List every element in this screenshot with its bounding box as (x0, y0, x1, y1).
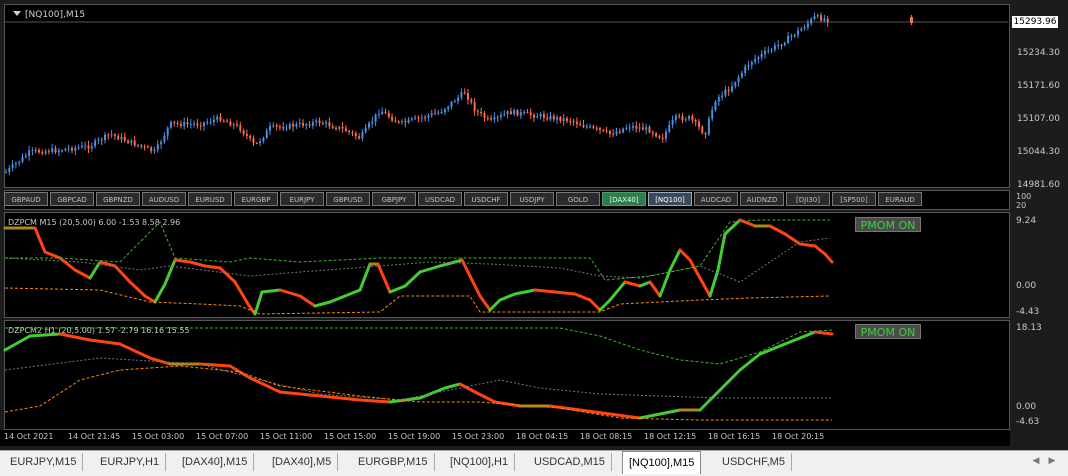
symbol-button-eurjpy[interactable]: EURJPY (280, 192, 324, 206)
panel-scale-bottom: 20 (1016, 201, 1027, 210)
symbol-button-gbpjpy[interactable]: GBPJPY (372, 192, 416, 206)
chart-title: [NQ100],M15 (13, 10, 85, 20)
time-label: 15 Oct 07:00 (196, 432, 249, 441)
tab-usdcad-m15[interactable]: USDCAD,M15 (528, 453, 612, 471)
price-tick-5: 14981.60 (1017, 180, 1060, 190)
time-label: 18 Oct 04:15 (516, 432, 569, 441)
time-label: 18 Oct 12:15 (644, 432, 697, 441)
time-label: 15 Oct 11:00 (260, 432, 313, 441)
symbol-button-eurusd[interactable]: EURUSD (188, 192, 232, 206)
symbol-button-eurgbp[interactable]: EURGBP (234, 192, 278, 206)
time-label: 18 Oct 20:15 (772, 432, 825, 441)
indicator2-scale-zero: 0.00 (1016, 402, 1037, 412)
indicator1-scale-zero: 0.00 (1016, 281, 1037, 291)
symbol-button-audnzd[interactable]: AUDNZD (740, 192, 784, 206)
chart-tab-bar: EURJPY,M15 EURJPY,H1 [DAX40],M15 [DAX40]… (0, 450, 1068, 476)
tab-dax40-m5[interactable]: [DAX40],M5 (266, 453, 339, 471)
price-tick-1: 15234.30 (1017, 48, 1060, 58)
time-label: 14 Oct 21:45 (68, 432, 121, 441)
symbol-button-gbpcad[interactable]: GBPCAD (50, 192, 94, 206)
symbol-button-gbpaud[interactable]: GBPAUD (4, 192, 48, 206)
panel-scale-top: 100 (1016, 192, 1032, 201)
indicator2-title: DZPCM2 H1 (20,5.00) 1.57 -2.79 16.16 15.… (8, 326, 190, 335)
price-tick-4: 15044.30 (1017, 147, 1060, 157)
symbol-button-sp500[interactable]: [SP500] (832, 192, 876, 206)
time-label: 15 Oct 03:00 (132, 432, 185, 441)
symbol-button-usdcad[interactable]: USDCAD (418, 192, 462, 206)
tab-nq100-m15[interactable]: [NQ100],M15 (622, 451, 702, 474)
indicator1-scale-top: 9.24 (1016, 216, 1037, 226)
symbol-button-usdchf[interactable]: USDCHF (464, 192, 508, 206)
tab-usdchf-m5[interactable]: USDCHF,M5 (716, 453, 792, 471)
symbol-button-euraud[interactable]: EURAUD (878, 192, 922, 206)
symbol-button-audcad[interactable]: AUDCAD (694, 192, 738, 206)
price-chart-pane[interactable]: [NQ100],M15 (4, 4, 1010, 188)
time-label: 15 Oct 15:00 (324, 432, 377, 441)
indicator2-scale-bottom: -4.63 (1016, 417, 1040, 427)
symbol-button-usdjpy[interactable]: USDJPY (510, 192, 554, 206)
tab-nq100-h1[interactable]: [NQ100],H1 (444, 453, 516, 471)
indicator2-pmom-badge[interactable]: PMOM ON (855, 324, 921, 339)
symbol-button-nq100[interactable]: [NQ100] (648, 192, 692, 206)
dropdown-triangle-icon[interactable] (13, 11, 21, 16)
symbol-button-gbpusd[interactable]: GBPUSD (326, 192, 370, 206)
time-label: 18 Oct 16:15 (708, 432, 761, 441)
time-label: 15 Oct 23:00 (452, 432, 505, 441)
time-label: 14 Oct 2021 (4, 432, 54, 441)
current-price-label: 15293.96 (1012, 16, 1058, 28)
indicator1-scale-bottom: -4.43 (1016, 307, 1040, 317)
price-tick-3: 15107.00 (1017, 114, 1060, 124)
tab-scroll-right-icon[interactable]: ▶ (1048, 456, 1056, 466)
symbol-button-audusd[interactable]: AUDUSD (142, 192, 186, 206)
indicator1-title: DZPCM M15 (20,5.00) 6.00 -1.53 8.58 2.96 (8, 218, 181, 227)
symbol-button-dax40[interactable]: [DAX40] (602, 192, 646, 206)
tab-eurjpy-h1[interactable]: EURJPY,H1 (94, 453, 167, 471)
symbol-button-gold[interactable]: GOLD (556, 192, 600, 206)
chart-symbol-label: [NQ100],M15 (25, 10, 86, 20)
price-tick-2: 15171.60 (1017, 81, 1060, 91)
indicator2-scale-top: 18.13 (1016, 323, 1042, 333)
tab-dax40-m15[interactable]: [DAX40],M15 (176, 453, 255, 471)
tab-eurjpy-m15[interactable]: EURJPY,M15 (4, 453, 84, 471)
time-label: 18 Oct 08:15 (580, 432, 633, 441)
tab-scroll-left-icon[interactable]: ◀ (1032, 456, 1040, 466)
time-axis: 14 Oct 2021 14 Oct 21:45 15 Oct 03:00 15… (0, 430, 1010, 446)
symbol-button-gbpnzd[interactable]: GBPNZD (96, 192, 140, 206)
time-label: 15 Oct 19:00 (388, 432, 441, 441)
tab-eurgbp-m15[interactable]: EURGBP,M15 (352, 453, 435, 471)
indicator1-pmom-badge[interactable]: PMOM ON (855, 217, 921, 232)
symbol-button-dji30[interactable]: [DJI30] (786, 192, 830, 206)
